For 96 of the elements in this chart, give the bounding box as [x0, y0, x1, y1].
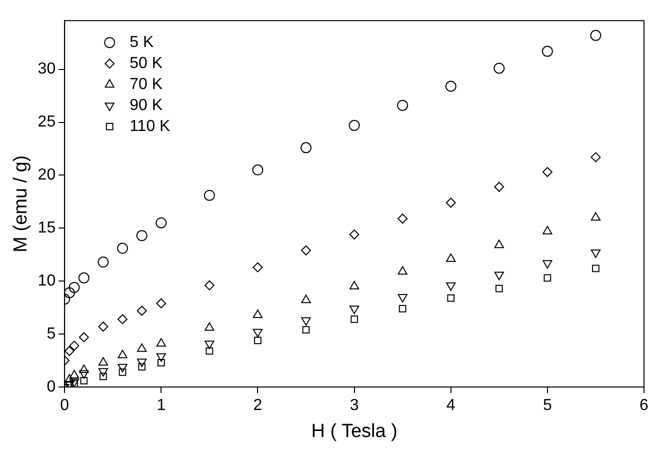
point [69, 340, 80, 351]
point [349, 306, 360, 314]
point [98, 256, 109, 268]
point [100, 372, 107, 380]
point [349, 230, 360, 240]
point [398, 304, 406, 312]
point [254, 336, 262, 344]
point [252, 328, 263, 338]
point [137, 343, 147, 352]
point [69, 370, 80, 378]
point [348, 120, 360, 131]
legend-label: 110 K [130, 118, 171, 136]
x-tick-label: 1 [156, 397, 166, 414]
point [398, 294, 408, 302]
point [446, 282, 456, 291]
point [350, 316, 358, 323]
point [542, 46, 553, 57]
point [446, 253, 456, 262]
point [204, 340, 214, 350]
point [300, 142, 312, 154]
point [445, 80, 456, 92]
point [494, 182, 504, 192]
x-tick-label: 5 [542, 397, 552, 414]
point [590, 30, 602, 41]
point [156, 217, 167, 228]
point [98, 368, 108, 377]
point [398, 266, 408, 275]
point [156, 338, 166, 347]
point [136, 230, 148, 242]
x-tick-label: 0 [60, 397, 70, 414]
x-axis-title: H ( Tesla ) [311, 420, 398, 442]
legend-label: 5 K [130, 34, 154, 52]
point [252, 262, 263, 272]
point [204, 190, 215, 201]
point [98, 322, 108, 332]
point [68, 282, 80, 293]
y-axis-title: M (emu / g) [10, 155, 32, 252]
point [542, 260, 552, 269]
legend-label: 50 K [130, 55, 163, 72]
point [118, 368, 126, 376]
point [78, 332, 89, 342]
point [301, 294, 311, 304]
legend-label: 90 K [130, 97, 163, 114]
point [494, 272, 504, 280]
y-tick-label: 30 [38, 60, 56, 78]
point [204, 280, 214, 290]
point [79, 364, 89, 374]
point [64, 287, 75, 298]
legend-label: 70 K [130, 76, 163, 94]
point [590, 152, 601, 162]
point [98, 357, 108, 366]
point [542, 226, 552, 234]
point [494, 240, 504, 248]
x-tick-label: 4 [446, 397, 456, 414]
point [157, 358, 165, 366]
point [118, 350, 128, 358]
y-tick-label: 10 [38, 272, 56, 290]
point [117, 242, 128, 254]
point [136, 306, 147, 316]
y-tick-label: 20 [38, 166, 56, 184]
point [204, 322, 214, 331]
x-tick-label: 6 [640, 397, 649, 414]
point [80, 376, 88, 384]
point [79, 370, 89, 379]
point [156, 353, 166, 362]
point [398, 214, 408, 224]
point [349, 280, 360, 290]
x-tick-label: 3 [350, 397, 359, 414]
point [118, 314, 128, 324]
point [542, 167, 552, 178]
point [78, 272, 90, 284]
y-tick-label: 15 [38, 220, 56, 237]
point [494, 62, 505, 74]
point [495, 284, 503, 292]
point [397, 100, 408, 111]
point [156, 298, 166, 308]
point [592, 264, 600, 272]
x-tick-label: 2 [253, 397, 262, 414]
point [138, 363, 146, 371]
point [447, 294, 455, 302]
point [446, 198, 456, 208]
point [252, 164, 264, 176]
point [544, 274, 552, 282]
y-tick-label: 25 [38, 114, 56, 131]
point [301, 317, 311, 326]
point [302, 326, 310, 334]
y-tick-label: 5 [46, 325, 56, 342]
point [590, 212, 601, 221]
point [301, 245, 312, 256]
y-tick-label: 0 [46, 378, 56, 396]
point [118, 364, 128, 372]
point [64, 374, 74, 383]
point [206, 347, 214, 355]
point [137, 358, 147, 368]
point [64, 346, 74, 356]
point [252, 309, 263, 318]
